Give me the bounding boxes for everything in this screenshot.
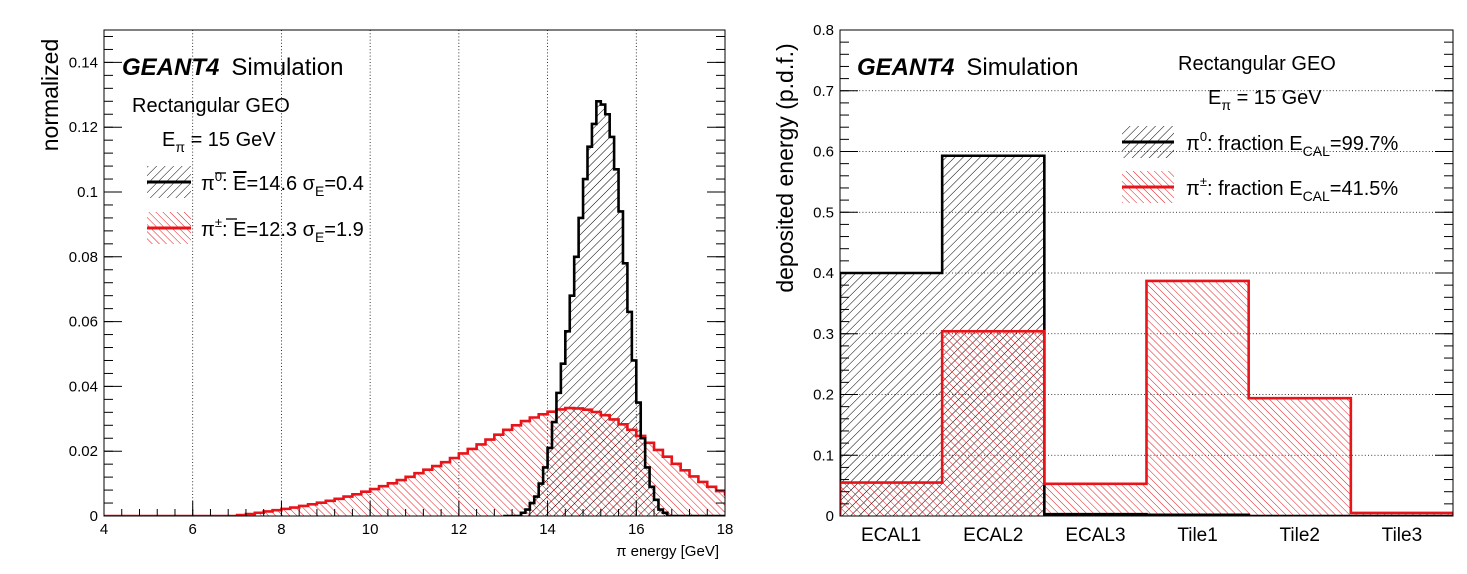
left-y-tick-label: 0.06 <box>69 314 98 331</box>
left-ticks: 4 6 8 10 12 14 16 18 0 0.02 0.04 0.06 0.08 0.1 0.12 0.1… <box>69 35 734 538</box>
right-category-label: ECAL2 <box>963 525 1023 546</box>
right-legend-entry-pipm: π±: fraction ECAL=41.5% <box>1186 174 1398 204</box>
left-hist-fill-series-1 <box>104 408 725 516</box>
left-x-tick-label: 14 <box>539 521 556 538</box>
right-bar-fill-series-1 <box>840 482 943 516</box>
right-category-label: ECAL1 <box>861 525 921 546</box>
right-category-label: ECAL3 <box>1065 525 1125 546</box>
right-brand-geant4: GEANT4 <box>857 54 954 81</box>
left-x-tick-label: 10 <box>362 521 379 538</box>
right-bar-outline-series-1 <box>840 279 1453 516</box>
right-ticks: 0 0.1 0.2 0.3 0.4 0.5 0.6 0.7 0.8 ECAL1 ECAL2 ECAL3… <box>813 22 1453 546</box>
right-geometry-label: Rectangular GEO <box>1178 53 1336 75</box>
right-category-label: Tile3 <box>1382 525 1422 546</box>
right-y-tick-label: 0.2 <box>813 387 834 404</box>
left-brand: GEANT4 Simulation <box>122 54 343 81</box>
left-y-tick-label: 0.08 <box>69 249 98 266</box>
right-brand: GEANT4 Simulation <box>857 54 1078 81</box>
left-hist-line-series-0 <box>503 99 725 516</box>
right-category-label: Tile2 <box>1280 525 1320 546</box>
right-bar-lines <box>840 154 1453 516</box>
left-legend: π0: E=14.6 σE=0.4 π±: E=12.3 σE=1.9 <box>147 166 364 245</box>
left-y-tick-label: 0.04 <box>69 378 98 395</box>
right-bar-fill-series-1 <box>942 331 1045 516</box>
right-bar-fill-series-1 <box>1044 483 1147 516</box>
right-panel: 0 0.1 0.2 0.3 0.4 0.5 0.6 0.7 0.8 ECAL1 ECAL2 ECAL3… <box>772 22 1454 546</box>
left-x-tick-label: 12 <box>451 521 468 538</box>
right-y-tick-label: 0 <box>826 508 834 525</box>
left-hist-fills <box>104 101 725 516</box>
left-hist-fill-series-0 <box>503 101 672 516</box>
left-plot-frame <box>103 29 726 517</box>
left-y-tick-label: 0.12 <box>69 119 98 136</box>
right-legend: π0: fraction ECAL=99.7% π±: fraction ECA… <box>1122 126 1398 204</box>
right-y-tick-label: 0.8 <box>813 22 834 39</box>
left-x-tick-label: 4 <box>100 521 108 538</box>
right-bar-outline-series-0 <box>840 154 1453 516</box>
right-y-tick-label: 0.3 <box>813 326 834 343</box>
right-category-label: Tile1 <box>1177 525 1217 546</box>
right-brand-simulation: Simulation <box>966 54 1078 81</box>
left-x-tick-label: 16 <box>628 521 645 538</box>
left-y-tick-label: 0.1 <box>77 184 98 201</box>
left-panel: 4 6 8 10 12 14 16 18 0 0.02 0.04 0.06 0.08 0.1 0.12 0.1… <box>37 29 734 560</box>
left-x-axis-label: π energy [GeV] <box>616 543 719 560</box>
left-beam-energy: Eπ = 15 GeV <box>162 129 276 155</box>
left-hist-lines <box>104 99 725 516</box>
left-y-tick-label: 0.02 <box>69 443 98 460</box>
right-y-axis-label: deposited energy (p.d.f.) <box>772 43 798 292</box>
left-x-tick-label: 18 <box>717 521 734 538</box>
left-hist-line-series-1 <box>104 406 725 516</box>
right-bar-fill-series-1 <box>1350 512 1453 516</box>
left-brand-simulation: Simulation <box>231 54 343 81</box>
right-beam-energy: Eπ = 15 GeV <box>1208 87 1322 113</box>
left-brand-geant4: GEANT4 <box>122 54 219 81</box>
left-legend-entry-pipm: π±: E=12.3 σE=1.9 <box>201 215 364 245</box>
right-bar-fill-series-1 <box>1248 398 1351 516</box>
right-bar-fills <box>840 155 1453 516</box>
right-y-tick-label: 0.6 <box>813 144 834 161</box>
right-y-tick-label: 0.7 <box>813 83 834 100</box>
left-y-tick-label: 0 <box>90 508 98 525</box>
left-legend-entry-pi0: π0: E=14.6 σE=0.4 <box>201 169 364 199</box>
right-legend-entry-pi0: π0: fraction ECAL=99.7% <box>1186 129 1398 159</box>
left-x-tick-label: 6 <box>189 521 197 538</box>
right-y-tick-label: 0.1 <box>813 447 834 464</box>
left-geometry-label: Rectangular GEO <box>132 95 290 117</box>
left-y-axis-label: normalized <box>37 39 63 152</box>
right-y-tick-label: 0.5 <box>813 204 834 221</box>
right-bar-fill-series-1 <box>1146 280 1249 516</box>
left-y-tick-label: 0.14 <box>69 54 98 71</box>
left-x-tick-label: 8 <box>277 521 285 538</box>
right-y-tick-label: 0.4 <box>813 265 834 282</box>
